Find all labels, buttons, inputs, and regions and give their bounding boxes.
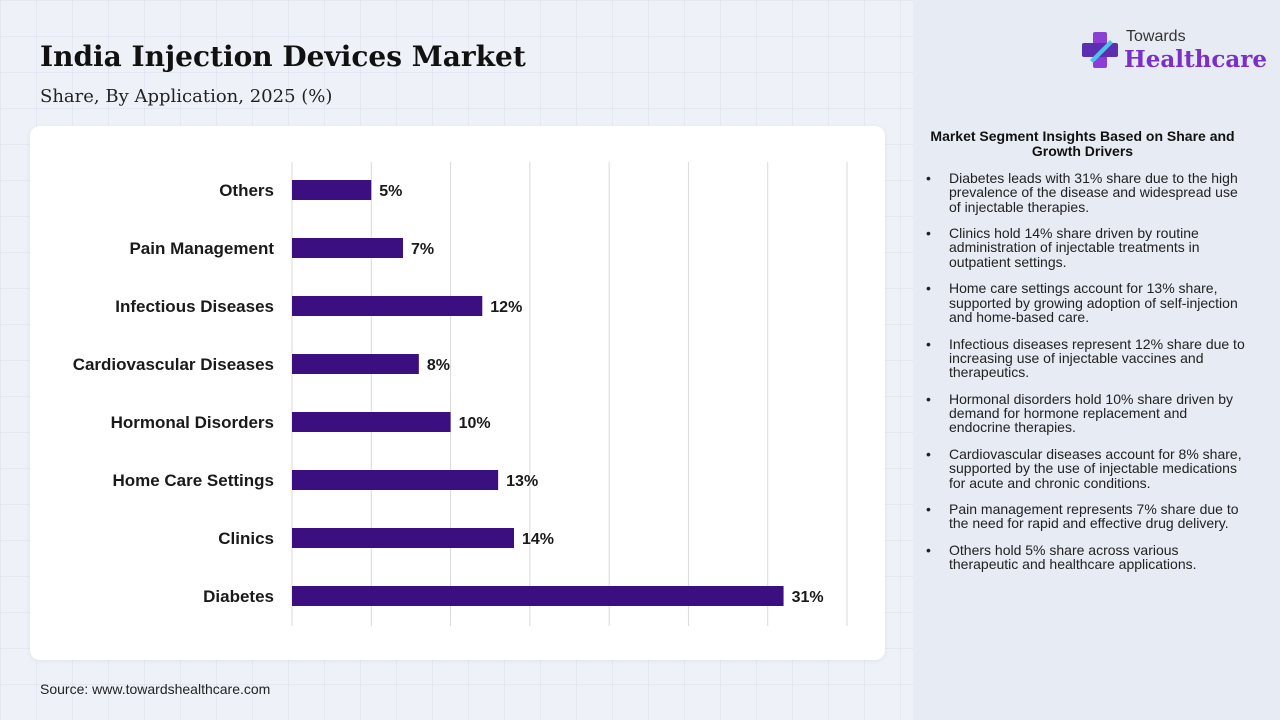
brand-logo: Towards Healthcare bbox=[1080, 26, 1267, 82]
insights-list: Diabetes leads with 31% share due to the… bbox=[926, 171, 1248, 584]
category-label: Infectious Diseases bbox=[115, 297, 274, 316]
category-label: Cardiovascular Diseases bbox=[73, 355, 274, 374]
insight-item: Pain management represents 7% share due … bbox=[926, 502, 1248, 531]
insight-item: Home care settings account for 13% share… bbox=[926, 281, 1248, 324]
data-label: 14% bbox=[522, 531, 554, 548]
chart-title: India Injection Devices Market bbox=[40, 40, 526, 73]
bar bbox=[292, 412, 451, 432]
data-label: 31% bbox=[792, 589, 824, 606]
data-label: 12% bbox=[490, 299, 522, 316]
bar bbox=[292, 528, 514, 548]
bar bbox=[292, 470, 499, 490]
bar-chart: Others 5% Pain Management 7% Infectious Dise… bbox=[73, 162, 848, 626]
bar bbox=[292, 238, 403, 258]
insight-item: Others hold 5% share across various ther… bbox=[926, 543, 1248, 572]
source-note: Source: www.towardshealthcare.com bbox=[40, 681, 271, 697]
bar bbox=[292, 296, 483, 316]
insights-title: Market Segment Insights Based on Share a… bbox=[930, 128, 1235, 159]
medical-cross-icon bbox=[1082, 32, 1118, 68]
insight-item: Infectious diseases represent 12% share … bbox=[926, 336, 1248, 380]
category-label: Clinics bbox=[218, 529, 274, 548]
data-label: 8% bbox=[427, 357, 450, 374]
category-label: Others bbox=[219, 181, 274, 200]
chart-subtitle: Share, By Application, 2025 (%) bbox=[40, 86, 333, 107]
insight-item: Hormonal disorders hold 10% share driven… bbox=[926, 392, 1248, 435]
insight-item: Clinics hold 14% share driven by routine… bbox=[926, 226, 1248, 269]
bar bbox=[292, 180, 372, 200]
category-label: Pain Management bbox=[129, 239, 274, 258]
bar bbox=[292, 586, 784, 606]
data-label: 7% bbox=[411, 241, 434, 258]
bar bbox=[292, 354, 419, 374]
data-label: 13% bbox=[506, 473, 538, 490]
data-label: 10% bbox=[459, 415, 491, 432]
category-label: Hormonal Disorders bbox=[111, 413, 274, 432]
insight-item: Cardiovascular diseases account for 8% s… bbox=[926, 447, 1248, 490]
logo-text-healthcare: Healthcare bbox=[1124, 46, 1268, 73]
data-label: 5% bbox=[379, 183, 402, 200]
logo-text-towards: Towards bbox=[1126, 28, 1186, 45]
chart-card: Others 5% Pain Management 7% Infectious Dise… bbox=[30, 126, 885, 660]
category-label: Home Care Settings bbox=[112, 471, 274, 490]
category-label: Diabetes bbox=[203, 587, 274, 606]
insight-item: Diabetes leads with 31% share due to the… bbox=[926, 171, 1248, 214]
